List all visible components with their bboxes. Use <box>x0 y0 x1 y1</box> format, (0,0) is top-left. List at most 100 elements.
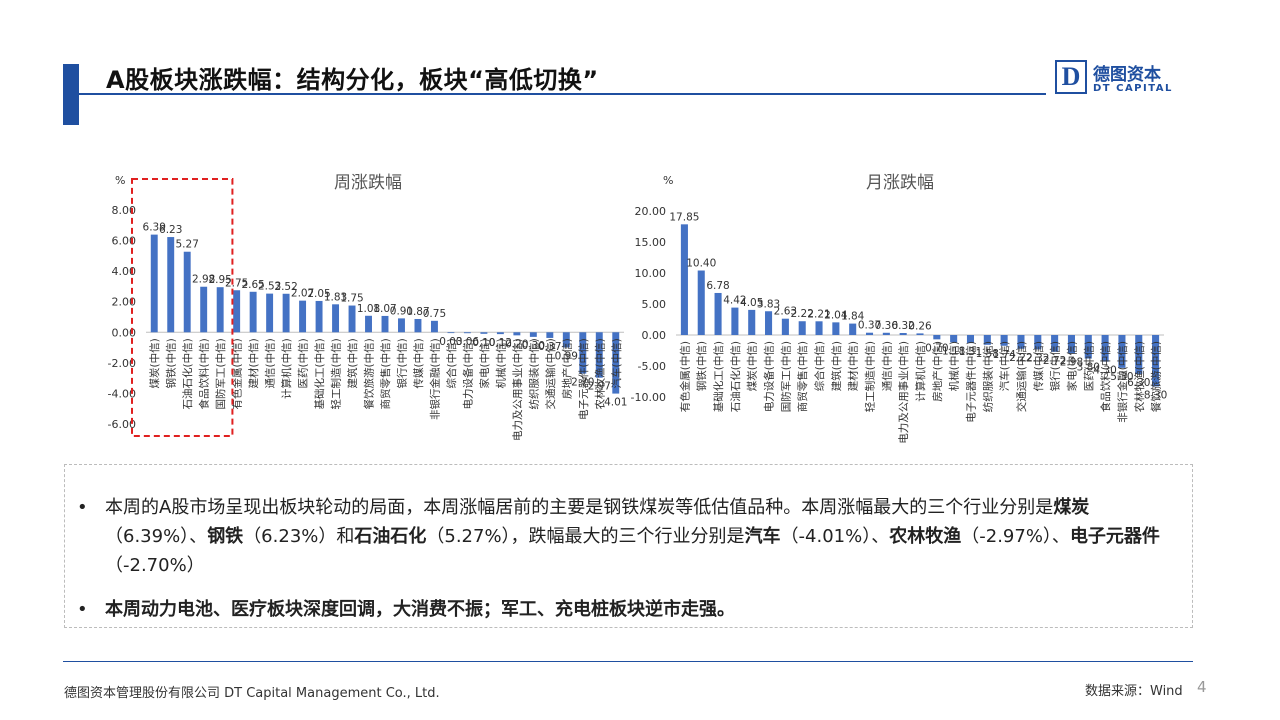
category-label: 电力设备(中信) <box>763 341 776 412</box>
category-label: 纺织服装(中信) <box>527 338 540 409</box>
bar <box>282 293 290 333</box>
monthly-change-chart: 月涨跌幅% 20.00 15.00 10.00 5.00 0.00 -5.00 -10.00 1… <box>631 173 1168 444</box>
data-label: 2.07 <box>291 288 314 300</box>
category-label: 国防军工(中信) <box>779 341 792 412</box>
category-label: 煤炭(中信) <box>746 341 759 391</box>
bar <box>916 333 924 335</box>
data-label: 2.22 <box>791 308 814 320</box>
category-label: 有色金属(中信) <box>678 341 691 412</box>
data-label: 0.30 <box>522 340 545 352</box>
data-label: 0.37 <box>858 320 881 332</box>
bar <box>496 332 504 335</box>
bar <box>765 311 773 335</box>
data-label: 1.07 <box>373 303 396 315</box>
bar <box>1000 335 1008 346</box>
data-label: 2.72 <box>1043 355 1066 367</box>
data-label: 0.20 <box>505 338 528 350</box>
highlight-box <box>131 178 234 437</box>
bar <box>398 318 405 333</box>
category-label: 建筑(中信) <box>346 338 359 388</box>
bar <box>849 323 857 335</box>
data-label: 1.84 <box>841 311 865 323</box>
bar <box>595 332 603 378</box>
bar <box>966 335 975 344</box>
data-label: 1.75 <box>340 293 363 305</box>
data-label: 4.30 <box>1093 365 1116 377</box>
bar <box>299 300 307 333</box>
data-label: 2.65 <box>241 279 264 291</box>
category-label: 有色金属(中信) <box>231 338 244 409</box>
bar <box>529 332 537 337</box>
data-label: 0.26 <box>908 320 932 332</box>
data-label: 8.30 <box>1144 389 1167 401</box>
data-label: 2.98 <box>1060 356 1083 368</box>
data-label: 1.08 <box>357 303 380 315</box>
bar <box>447 332 455 334</box>
bar <box>865 332 874 335</box>
bar <box>315 300 323 333</box>
category-label: 综合(中信) <box>813 341 826 391</box>
bar <box>781 318 789 335</box>
data-label: 2.22 <box>1009 352 1032 364</box>
y-tick-label: 10.00 <box>635 267 667 280</box>
category-label: 农林牧渔(中信) <box>593 338 606 409</box>
data-label: 0.10 <box>472 337 495 349</box>
category-label: 医药(中信) <box>297 338 310 388</box>
category-label: 钢铁(中信) <box>165 338 178 388</box>
bar <box>1118 335 1126 368</box>
data-label: 1.74 <box>992 349 1016 361</box>
category-label: 房地产(中信) <box>931 341 944 402</box>
data-label: 0.37 <box>538 341 561 353</box>
data-label: 3.83 <box>757 298 780 310</box>
y-axis-unit: % <box>663 174 673 187</box>
y-tick-label: -4.00 <box>108 387 136 400</box>
category-label: 银行(中信) <box>395 338 408 388</box>
y-tick-label: 5.00 <box>642 298 667 311</box>
data-label: 0.03 <box>439 336 462 348</box>
bar <box>680 224 688 335</box>
bullet-marker: • <box>77 497 88 518</box>
bar <box>1135 335 1143 375</box>
data-label: 0.36 <box>875 320 899 332</box>
bar <box>983 335 991 345</box>
bar <box>414 318 422 333</box>
data-label: 17.85 <box>669 211 699 223</box>
category-label: 建筑(中信) <box>830 341 843 391</box>
logo-english-name: DT CAPITAL <box>1093 83 1173 94</box>
commentary-bold-text: 煤炭 <box>1053 497 1090 518</box>
category-label: 商贸零售(中信) <box>379 338 392 409</box>
y-tick-label: -10.00 <box>631 391 666 404</box>
logo-mark-icon: D <box>1055 60 1087 94</box>
bar <box>832 322 840 335</box>
category-label: 房地产(中信) <box>560 338 573 399</box>
category-label: 机械(中信) <box>494 338 507 388</box>
bar <box>731 307 739 335</box>
data-label: 6.23 <box>159 224 182 236</box>
category-label: 传媒(中信) <box>412 338 425 388</box>
footer-divider <box>63 661 1193 662</box>
data-label: 0.99 <box>555 350 578 362</box>
category-label: 通信(中信) <box>880 341 893 391</box>
data-label: 4.42 <box>723 295 746 307</box>
commentary-box: • 本周的A股市场呈现出板块轮动的局面，本周涨幅居前的主要是钢铁煤炭等低估值品种… <box>64 464 1193 628</box>
data-label: 1.31 <box>959 346 982 358</box>
data-label: 2.95 <box>208 274 231 286</box>
category-label: 汽车(中信) <box>998 341 1011 391</box>
category-label: 电力设备(中信) <box>461 338 474 409</box>
bar <box>365 315 372 333</box>
category-label: 轻工制造(中信) <box>330 338 343 409</box>
category-label: 电力及公用事业(中信) <box>511 338 524 441</box>
bar <box>150 234 158 333</box>
commentary-text: 本周的A股市场呈现出板块轮动的局面，本周涨幅居前的主要是钢铁煤炭等低估值品种。本… <box>105 497 1054 518</box>
bar <box>1084 335 1092 359</box>
bar <box>348 305 356 333</box>
category-label: 基础化工(中信) <box>712 341 725 412</box>
y-tick-label: 2.00 <box>112 296 137 309</box>
bar <box>1034 335 1042 350</box>
commentary-bold-text: 石油石化 <box>354 526 427 547</box>
category-label: 煤炭(中信) <box>148 338 161 388</box>
category-label: 纺织服装(中信) <box>981 341 994 412</box>
category-label: 家电(中信) <box>1065 341 1078 391</box>
bar <box>381 315 389 333</box>
footer-company: 德图资本管理股份有限公司 DT Capital Management Co., … <box>64 686 440 701</box>
